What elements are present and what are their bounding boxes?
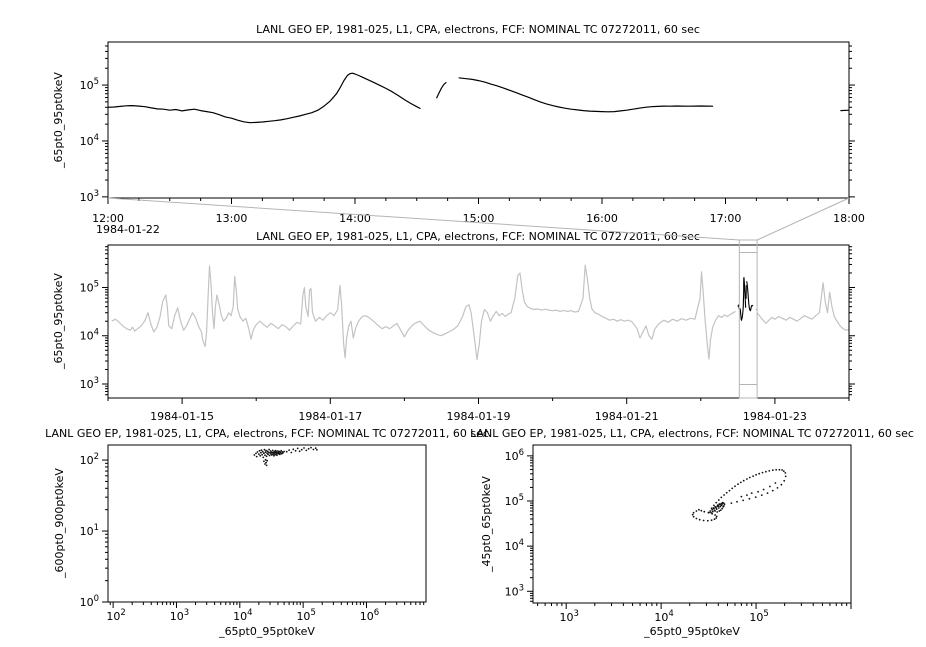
tick-label: 12:00 — [92, 212, 124, 225]
series-line — [435, 81, 447, 99]
tick-label: 104 — [80, 328, 99, 343]
y-axis-label-zoom: _65pt0_95pt0keV — [52, 72, 65, 169]
tick-label: 103 — [170, 608, 189, 623]
tick-label: 105 — [749, 609, 768, 624]
zoom-connectors — [107, 197, 850, 241]
tick-label: 17:00 — [710, 212, 742, 225]
series-line — [111, 264, 736, 361]
tick-label: 105 — [296, 608, 315, 623]
tick-label: 104 — [654, 609, 673, 624]
scatter-points — [691, 468, 787, 522]
series-line — [107, 72, 421, 124]
tick-label: 1984-01-17 — [298, 410, 362, 423]
y-axis-label-scatter-right: _45pt0_65pt0keV — [480, 476, 493, 573]
tick-label: 1984-01-15 — [150, 410, 214, 423]
tick-label: 101 — [80, 523, 99, 538]
series-line — [458, 77, 714, 113]
selection-box[interactable] — [738, 239, 758, 399]
panel-title-context: LANL GEO EP, 1981-025, L1, CPA, electron… — [256, 230, 700, 243]
date-label-zoom: 1984-01-22 — [96, 223, 160, 236]
y-axis-ticks: 103 104 105 106 — [505, 448, 533, 602]
tick-label: 100 — [80, 594, 99, 609]
tick-label: 106 — [505, 448, 524, 463]
x-axis-ticks: 1984-01-15 1984-01-17 1984-01-19 1984-01-21… — [107, 398, 850, 423]
tick-label: 18:00 — [833, 212, 865, 225]
tick-label: 102 — [80, 452, 99, 467]
tick-label: 103 — [80, 376, 99, 391]
plot-frame — [107, 444, 427, 603]
x-axis-ticks: 12:00 13:00 14:00 15:00 16:00 17:00 18:00 — [92, 198, 865, 225]
series-line — [756, 282, 850, 331]
tick-label: 103 — [80, 189, 99, 204]
y-axis-ticks: 103 104 105 — [80, 45, 855, 204]
tick-label: 105 — [505, 493, 524, 508]
plot-frame — [532, 444, 852, 604]
panel-scatter-600-900-vs-65-95: 100 101 102 102 103 104 105 106 — [80, 444, 427, 623]
tick-label: 16:00 — [586, 212, 618, 225]
tick-label: 102 — [106, 608, 125, 623]
tick-label: 13:00 — [216, 212, 248, 225]
panel-title-scatter-right: LANL GEO EP, 1981-025, L1, CPA, electron… — [470, 427, 914, 440]
plot-frame — [107, 244, 850, 399]
series-highlighted-interval — [746, 281, 754, 312]
plot-frame — [107, 41, 850, 199]
x-axis-label-scatter-right: _65pt0_95pt0keV — [643, 625, 740, 638]
tick-label: 1984-01-19 — [447, 410, 511, 423]
tick-label: 104 — [233, 608, 252, 623]
scatter-points — [253, 446, 318, 467]
x-axis-ticks: 103 104 105 — [537, 603, 852, 624]
panel-title-scatter-left: LANL GEO EP, 1981-025, L1, CPA, electron… — [45, 427, 489, 440]
x-axis-ticks: 102 103 104 105 106 — [106, 602, 425, 623]
tick-label: 104 — [80, 133, 99, 148]
tick-label: 105 — [80, 77, 99, 92]
tick-label: 105 — [80, 279, 99, 294]
y-axis-ticks: 100 101 102 — [80, 452, 108, 609]
tick-label: 106 — [360, 608, 379, 623]
y-axis-label-scatter-left: _600pt0_900pt0keV — [53, 468, 66, 579]
y-axis-ticks: 103 104 105 — [80, 246, 855, 396]
tick-label: 1984-01-23 — [743, 410, 807, 423]
tick-label: 103 — [559, 609, 578, 624]
y-axis-label-context: _65pt0_95pt0keV — [52, 273, 65, 370]
x-axis-label-scatter-left: _65pt0_95pt0keV — [218, 625, 315, 638]
tick-label: 103 — [505, 583, 524, 598]
tick-label: 1984-01-21 — [595, 410, 659, 423]
panel-title-zoom: LANL GEO EP, 1981-025, L1, CPA, electron… — [256, 23, 700, 36]
panel-scatter-45-65-vs-65-95: 103 104 105 106 103 104 105 — [505, 444, 852, 624]
tick-label: 104 — [505, 538, 524, 553]
